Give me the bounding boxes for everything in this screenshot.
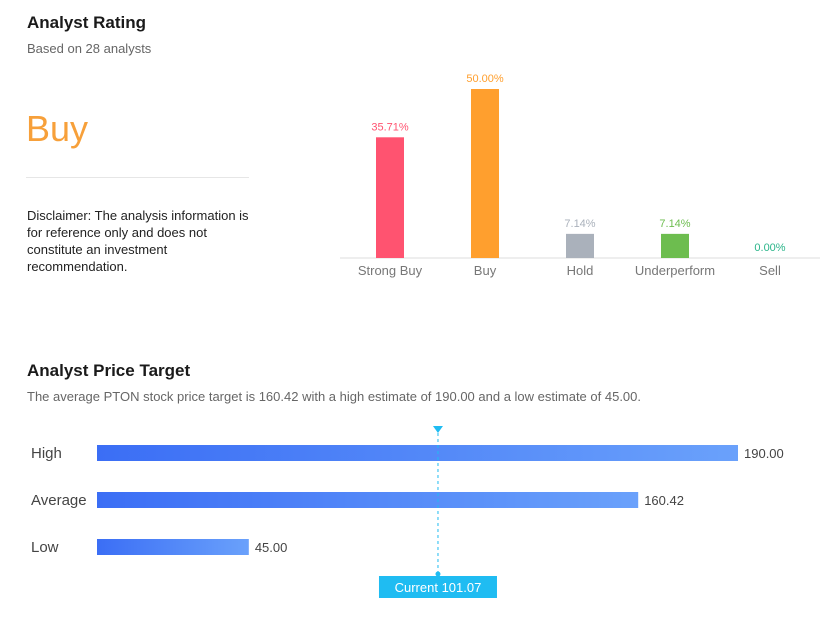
rating-title: Analyst Rating	[27, 13, 147, 32]
rating-bar-value-label: 50.00%	[466, 73, 504, 85]
rating-value: Buy	[26, 108, 89, 149]
price-target-chart: High 190.00 Average 160.42 Low 45.00 Current 1…	[31, 426, 784, 598]
rating-bar	[376, 137, 404, 258]
price-target-category-label: Average	[31, 492, 87, 509]
rating-bar-value-label: 7.14%	[564, 218, 595, 230]
price-target-subtitle: The average PTON stock price target is 1…	[27, 389, 641, 404]
rating-category-label: Hold	[567, 263, 594, 278]
rating-subtitle: Based on 28 analysts	[27, 41, 152, 56]
rating-bar	[566, 233, 594, 258]
rating-bar	[661, 233, 689, 258]
rating-bar-value-label: 35.71%	[371, 121, 409, 133]
rating-distribution-chart: 35.71% Strong Buy 50.00% Buy 7.14% Hold 7.14% U…	[340, 73, 820, 278]
disclaimer-text: Disclaimer: The analysis information is …	[27, 208, 249, 274]
current-price-label: Current 101.07	[395, 580, 482, 595]
price-target-value-label: 45.00	[255, 540, 288, 555]
rating-divider	[26, 177, 249, 178]
current-price-dot	[435, 571, 441, 577]
price-target-bar	[97, 445, 738, 461]
current-price-badge	[378, 576, 497, 598]
rating-category-label: Strong Buy	[358, 263, 423, 278]
price-target-title: Analyst Price Target	[27, 361, 191, 380]
rating-bar	[471, 89, 499, 258]
rating-bar-value-label: 7.14%	[659, 218, 690, 230]
rating-bar-value-label: 0.00%	[754, 242, 785, 254]
price-target-category-label: High	[31, 445, 62, 462]
price-target-category-label: Low	[31, 539, 59, 556]
rating-category-label: Underperform	[635, 263, 715, 278]
price-target-value-label: 160.42	[644, 493, 684, 508]
rating-category-label: Buy	[474, 263, 497, 278]
price-target-bar	[97, 492, 639, 508]
rating-category-label: Sell	[759, 263, 781, 278]
current-price-marker-icon	[432, 426, 443, 433]
price-target-bar	[97, 539, 249, 555]
price-target-value-label: 190.00	[744, 446, 784, 461]
